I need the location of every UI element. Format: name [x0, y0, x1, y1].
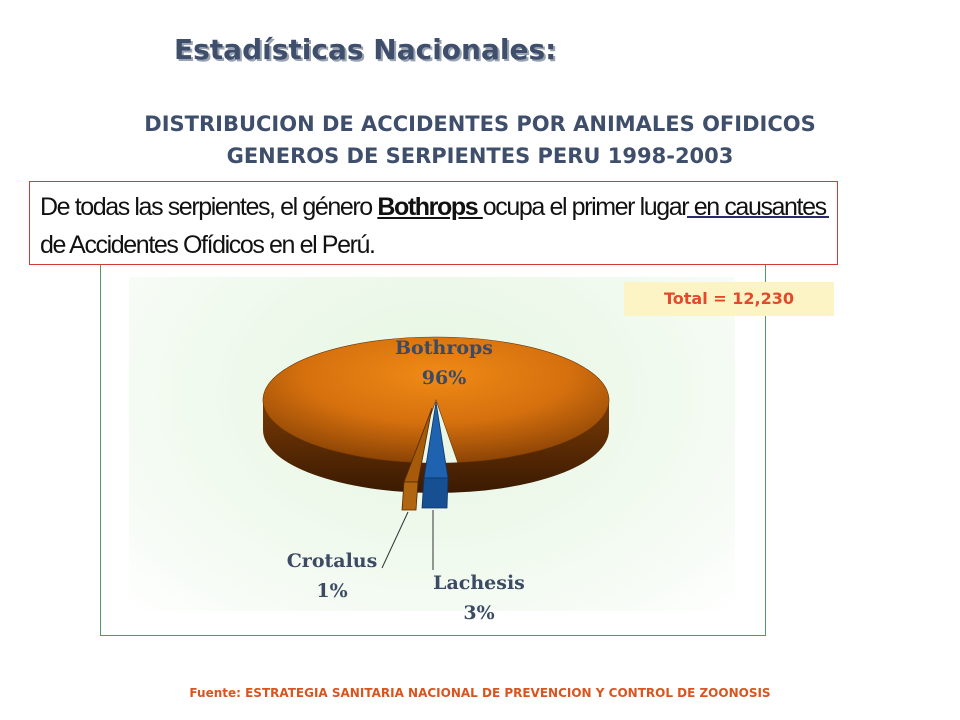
callout-underline	[687, 216, 829, 218]
callout-genus-highlight: Bothrops	[377, 193, 483, 221]
info-callout: De todas las serpientes, el género Bothr…	[29, 181, 838, 265]
slice-crotalus-side	[401, 481, 419, 511]
callout-text-start: De todas las serpientes, el género	[40, 193, 378, 221]
chart-title-line2: GENEROS DE SERPIENTES PERU 1998-2003	[226, 144, 734, 168]
label-lachesis-name: Lachesis	[433, 572, 525, 594]
slice-bothrops-side	[263, 400, 609, 493]
label-crotalus-name: Crotalus	[287, 550, 378, 572]
leader-line-crotalus	[381, 511, 409, 569]
callout-text-end: ocupa el primer lugar en causantes de Ac…	[40, 193, 827, 259]
source-note: Fuente: ESTRATEGIA SANITARIA NACIONAL DE…	[189, 686, 771, 700]
label-lachesis-value: 3%	[463, 602, 494, 624]
label-crotalus-value: 1%	[316, 580, 347, 602]
label-bothrops-value: 96%	[422, 367, 467, 389]
slice-lachesis-side	[421, 477, 449, 509]
chart-title-line1: DISTRIBUCION DE ACCIDENTES POR ANIMALES …	[144, 112, 816, 136]
label-bothrops-name: Bothrops	[395, 337, 493, 359]
total-badge: Total = 12,230	[624, 282, 834, 316]
page-title: Estadísticas Nacionales:	[174, 33, 557, 66]
slice-bothrops	[262, 336, 610, 463]
